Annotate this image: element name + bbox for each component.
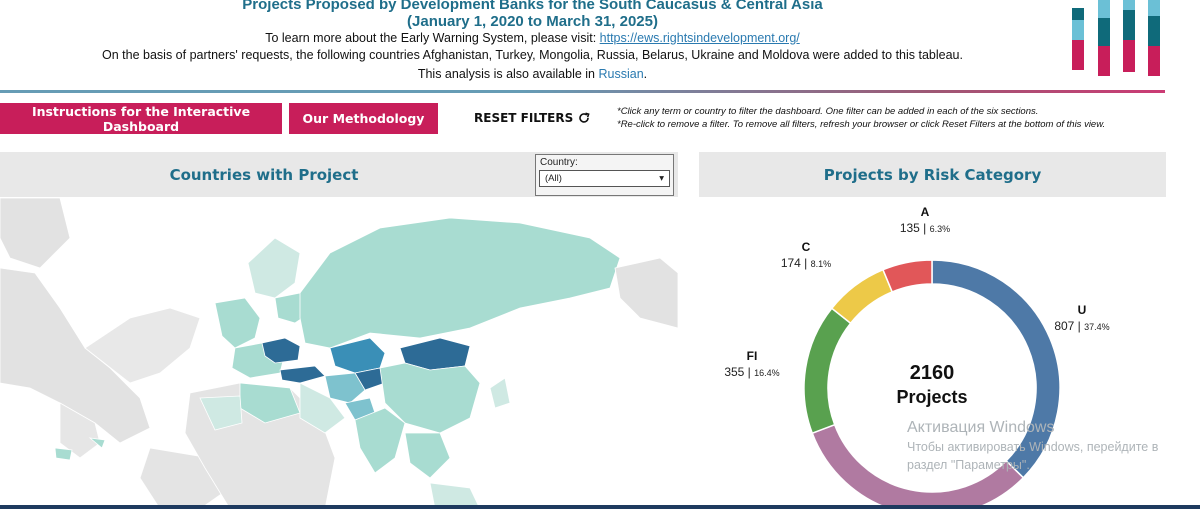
map-panel-title: Countries with Project <box>169 165 359 184</box>
segment-value-fi: 355 | 16.4% <box>724 365 779 379</box>
available-line: This analysis is also available in Russi… <box>0 66 1065 83</box>
reset-filters-button[interactable]: RESET FILTERS <box>474 111 591 125</box>
country-select-value: (All) <box>545 173 562 184</box>
bottom-bar <box>0 505 1200 509</box>
donut-segment-c[interactable] <box>830 268 894 325</box>
watermark-line-3: раздел "Параметры". <box>907 458 1030 472</box>
dashboard-title: Projects Proposed by Development Banks f… <box>242 0 823 13</box>
donut-segment-fi[interactable] <box>803 307 852 435</box>
learn-more-text: To learn more about the Early Warning Sy… <box>265 31 600 45</box>
dashboard-header: Projects Proposed by Development Banks f… <box>0 0 1065 83</box>
ews-link[interactable]: https://ews.rightsindevelopment.org/ <box>599 31 800 45</box>
filter-note-2: *Re-click to remove a filter. To remove … <box>617 118 1106 130</box>
risk-panel-title: Projects by Risk Category <box>823 165 1042 184</box>
total-projects-label: Projects <box>896 387 967 407</box>
available-suffix: . <box>643 67 648 81</box>
dropdown-arrow-icon: ▾ <box>659 173 664 184</box>
segment-value-c: 174 | 8.1% <box>781 256 831 270</box>
ews-logo-bars-icon <box>1072 0 1160 76</box>
risk-panel-header: Projects by Risk Category <box>699 152 1166 197</box>
partners-note: On the basis of partners' requests, the … <box>102 48 963 62</box>
segment-value-a: 135 | 6.3% <box>900 221 950 235</box>
total-projects-value: 2160 <box>910 362 955 384</box>
date-range: (January 1, 2020 to March 31, 2025) <box>407 13 658 30</box>
risk-category-donut[interactable]: 2160 Projects U 807 | 37.4% FI 355 | 16.4% C… <box>699 198 1166 509</box>
segment-value-u: 807 | 37.4% <box>1054 319 1109 333</box>
segment-label-u: U <box>1078 303 1087 317</box>
header-divider <box>0 90 1165 93</box>
segment-label-a: A <box>921 205 930 219</box>
countries-map[interactable] <box>0 198 678 509</box>
country-filter[interactable]: Country: (All) ▾ <box>535 154 674 196</box>
segment-label-c: C <box>802 240 811 254</box>
reset-filters-label: RESET FILTERS <box>474 111 574 125</box>
watermark-line-1: Активация Windows <box>907 419 1055 436</box>
filter-note-1: *Click any term or country to filter the… <box>617 106 1039 117</box>
donut-labels: U 807 | 37.4% FI 355 | 16.4% C 174 | 8.1% A 135… <box>724 205 1109 379</box>
donut-segment-a[interactable] <box>882 259 933 293</box>
windows-activation-watermark: Активация Windows Чтобы активировать Win… <box>907 418 1158 474</box>
country-select[interactable]: (All) ▾ <box>539 170 670 187</box>
watermark-line-2: Чтобы активировать Windows, перейдите в <box>907 440 1159 454</box>
filter-notes: *Click any term or country to filter the… <box>617 106 1105 131</box>
donut-arcs[interactable] <box>803 259 1061 509</box>
country-filter-label: Country: <box>540 157 578 168</box>
segment-label-fi: FI <box>747 349 758 363</box>
learn-more-line: To learn more about the Early Warning Sy… <box>0 30 1065 47</box>
available-text: This analysis is also available in <box>417 67 599 81</box>
instructions-button[interactable]: Instructions for the Interactive Dashboa… <box>0 103 282 134</box>
refresh-icon <box>579 112 590 123</box>
russian-link[interactable]: Russian <box>598 67 644 81</box>
methodology-button[interactable]: Our Methodology <box>289 103 438 134</box>
